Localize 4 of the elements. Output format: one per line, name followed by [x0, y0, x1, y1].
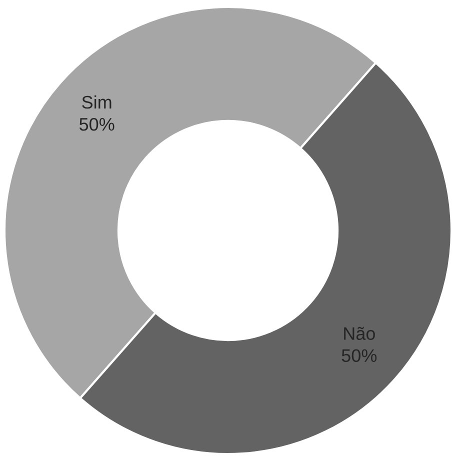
data-label: 50% [79, 118, 114, 131]
data-label: 50% [342, 349, 377, 362]
slice-label: Sim [82, 95, 112, 109]
slice-label: Não [344, 326, 375, 340]
